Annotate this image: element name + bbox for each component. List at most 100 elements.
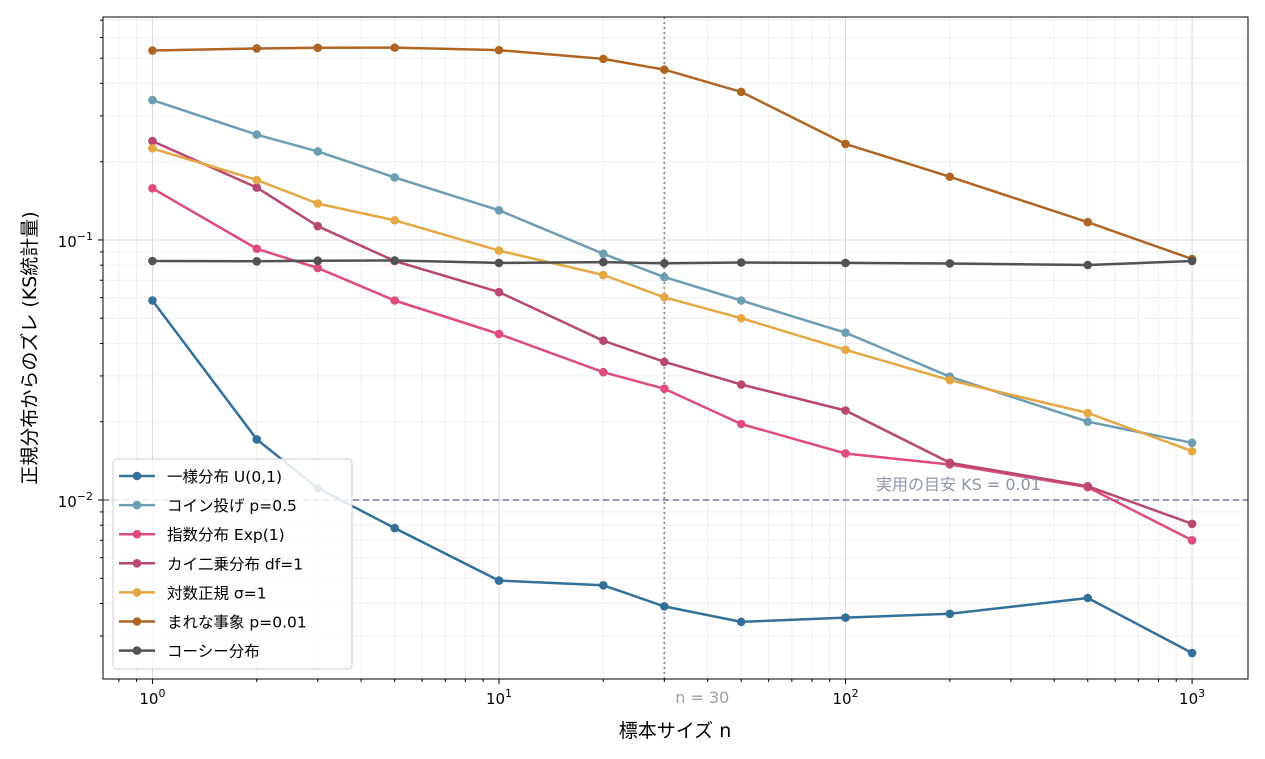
series-layer [148,43,1197,658]
data-point [1187,256,1197,266]
legend-marker-swatch [132,617,142,626]
legend-label: まれな事象 p=0.01 [167,614,307,632]
series-5 [148,43,1197,264]
legend-label: 指数分布 Exp(1) [167,526,285,544]
data-point [945,172,955,182]
data-point [599,54,608,64]
ks-threshold-annotation: 実用の目安 KS = 0.01 [876,475,1041,494]
series-line [152,46,1193,261]
data-point [390,523,399,533]
tick-label-exponent: 2 [852,687,859,700]
data-point [313,221,323,231]
series-6 [148,256,1197,270]
legend-marker-swatch [132,559,142,568]
legend-entry: 対数正規 σ=1 [119,584,267,602]
series-3 [148,136,1197,529]
tick-label-base: 10 [58,233,77,251]
series-1 [148,95,1197,448]
legend-marker-swatch [132,529,142,539]
data-point [841,613,850,622]
data-point [736,87,746,97]
legend-label: カイ二乗分布 df=1 [167,555,303,573]
data-point [660,602,669,611]
x-tick-label: 100 [139,687,165,708]
legend-entry: カイ二乗分布 df=1 [119,555,303,573]
data-point [148,256,157,266]
legend-entry: 指数分布 Exp(1) [119,526,285,544]
data-point [599,336,608,345]
data-point [148,46,157,55]
legend-label: 一様分布 U(0,1) [167,468,282,486]
data-point [1083,260,1093,270]
data-point [148,296,157,305]
legend-label: コイン投げ p=0.5 [167,497,297,515]
data-point [660,65,669,74]
data-point [252,244,262,254]
data-point [660,272,669,282]
data-point [945,458,955,468]
data-point [736,258,746,267]
tick-label-base: 10 [486,690,505,708]
data-point [736,313,746,323]
data-point [1083,408,1093,418]
data-point [148,144,157,153]
legend-entry: 一様分布 U(0,1) [119,468,282,486]
data-point [494,246,504,255]
data-point [494,258,504,268]
data-point [945,375,955,385]
data-point [736,296,746,305]
data-point [841,328,850,337]
tick-label-base: 10 [139,690,158,708]
legend-marker-swatch [132,646,142,655]
data-point [390,43,399,52]
data-point [660,357,669,367]
y-tick-label: 10−2 [58,490,93,511]
data-point [148,95,157,105]
series-line [151,187,1193,542]
series-line [152,147,1193,453]
x-tick-label: 102 [832,687,858,708]
legend-entry: コイン投げ p=0.5 [119,497,297,515]
tick-label-base: 10 [832,690,851,708]
x-axis-label: 標本サイズ n [619,720,732,742]
data-point [736,617,746,627]
data-point [599,580,608,590]
plot-frame [102,16,1249,680]
tick-label-base: 10 [58,493,77,511]
data-point [390,216,399,225]
y-tick-label: 10−1 [58,230,93,251]
data-point [313,256,323,266]
series-4 [148,144,1197,456]
data-point [1187,535,1197,545]
data-point [599,367,608,377]
data-point [390,296,399,305]
tick-label-exponent: −1 [77,230,93,243]
data-point [841,139,850,149]
tick-label-exponent: 1 [505,687,512,700]
data-point [1187,648,1197,658]
y-axis-label: 正規分布からのズレ (KS統計量) [19,211,41,484]
data-point [660,259,669,268]
data-point [1083,217,1093,227]
tick-label-base: 10 [1179,690,1198,708]
data-point [313,147,323,156]
data-point [313,199,323,208]
legend-marker-swatch [132,500,142,510]
series-line [152,259,1193,267]
data-point [494,576,504,585]
n30-annotation: n = 30 [675,688,729,707]
data-point [1187,446,1197,456]
data-point [841,258,850,268]
data-point [660,384,669,393]
legend-entry: まれな事象 p=0.01 [119,614,307,632]
data-point [660,292,669,302]
data-point [945,259,955,268]
data-point [599,270,608,280]
data-point [736,380,746,389]
data-point [1083,593,1093,603]
legend-label: 対数正規 σ=1 [167,584,267,602]
data-point [1187,438,1197,448]
tick-label-exponent: 0 [158,687,165,700]
